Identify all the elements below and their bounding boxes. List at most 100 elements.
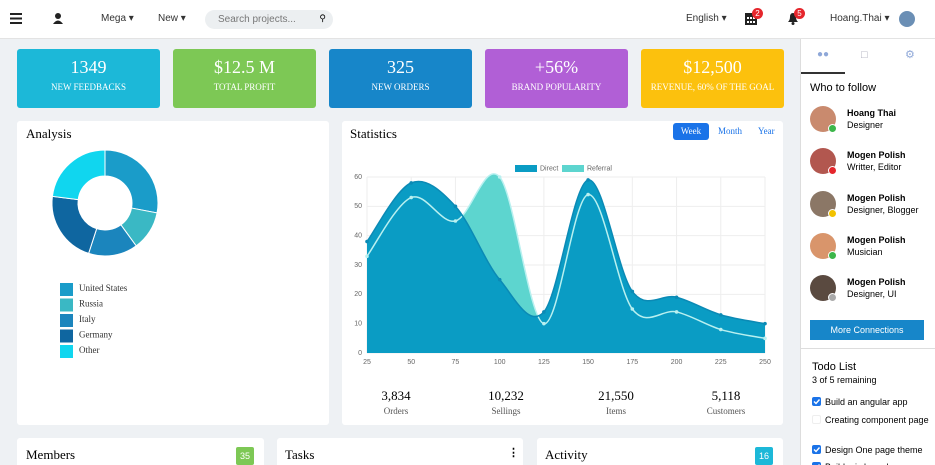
- card-title: Members: [26, 447, 76, 462]
- donut-slice: [104, 149, 159, 214]
- todo-item: Build an angular app: [825, 397, 908, 407]
- stat-label: BRAND POPULARITY: [511, 82, 602, 92]
- summary-label: Customers: [706, 406, 746, 416]
- point: [674, 295, 679, 300]
- nav-item[interactable]: New: [158, 13, 179, 24]
- stat-value: +56%: [534, 57, 579, 77]
- count-badge: 35: [236, 447, 254, 465]
- search-placeholder: Search projects...: [218, 14, 296, 25]
- legend-swatch: [60, 345, 73, 358]
- card-title: Analysis: [26, 126, 72, 141]
- line: [366, 173, 766, 340]
- badge: 5: [794, 8, 805, 19]
- badge: 2: [752, 8, 763, 19]
- tab-year[interactable]: Year: [758, 126, 775, 136]
- person-role: Designer: [847, 120, 884, 130]
- donut-slice: [51, 195, 98, 255]
- todo-item: Creating component page: [825, 414, 929, 425]
- status-dot: [828, 124, 837, 133]
- more-icon[interactable]: ⋮: [508, 447, 519, 459]
- summary-label: Orders: [383, 406, 409, 416]
- search-box[interactable]: Search projects... ⚲: [205, 10, 333, 29]
- tab-people[interactable]: ●●: [817, 49, 830, 60]
- summary-label: Items: [606, 406, 626, 416]
- user-menu[interactable]: Hoang.Thai ▾: [830, 13, 890, 24]
- card-title: Activity: [545, 447, 588, 462]
- checkbox[interactable]: [812, 414, 821, 424]
- legend-swatch: [515, 165, 537, 172]
- language[interactable]: English ▾: [686, 13, 727, 24]
- point: [453, 219, 458, 223]
- checkbox[interactable]: [812, 462, 821, 465]
- person-name: Mogen Polish: [847, 277, 906, 288]
- stat-card: 325 NEW ORDERS: [329, 49, 472, 108]
- person-role: Musician: [847, 246, 883, 257]
- todo-item: Design One page theme: [825, 444, 923, 455]
- card-title: Tasks: [285, 447, 315, 462]
- summary-value: 5,118: [711, 388, 741, 403]
- point: [630, 289, 635, 294]
- status-dot: [828, 208, 837, 218]
- tasks-card: Tasks ⋮: [277, 438, 523, 465]
- checkbox[interactable]: [812, 397, 821, 406]
- point: [586, 192, 590, 197]
- tab-indicator: [801, 72, 845, 74]
- stat-card: 1349 NEW FEEDBACKS: [17, 49, 160, 108]
- x-tick-label: 125: [538, 359, 550, 366]
- x-tick-label: 100: [494, 359, 506, 366]
- person-name: Mogen Polish: [847, 234, 906, 245]
- person-name: Mogen Polish: [847, 192, 906, 203]
- x-tick-label: 200: [671, 359, 683, 366]
- line: [366, 179, 766, 325]
- x-tick-label: 250: [759, 359, 771, 366]
- point: [718, 327, 723, 332]
- nav-menu[interactable]: New ▾: [158, 13, 186, 24]
- activity-card: Activity 16: [537, 438, 783, 465]
- user-name: Hoang.Thai: [830, 13, 882, 24]
- point: [497, 277, 502, 282]
- area: [367, 179, 765, 353]
- point: [718, 313, 723, 317]
- stat-label: TOTAL PROFIT: [213, 82, 276, 92]
- user-avatar[interactable]: [899, 11, 915, 27]
- count-badge: 16: [755, 447, 773, 465]
- stat-label: NEW ORDERS: [371, 82, 430, 92]
- todo-subtitle: 3 of 5 remaining: [812, 375, 877, 385]
- point: [630, 307, 635, 311]
- legend-swatch: [60, 283, 73, 296]
- point: [365, 254, 369, 258]
- legend-swatch: [60, 329, 73, 343]
- x-tick-label: 50: [407, 359, 415, 366]
- summary-value: 21,550: [598, 388, 634, 403]
- tab-chat[interactable]: □: [861, 49, 868, 61]
- point: [674, 310, 679, 314]
- legend-label: Referral: [587, 165, 612, 172]
- tab-month[interactable]: Month: [718, 126, 743, 136]
- user-icon[interactable]: [53, 13, 63, 24]
- todo-title: Todo List: [812, 361, 857, 373]
- person-role: Writter, Editor: [847, 162, 902, 173]
- stat-card: +56% BRAND POPULARITY: [485, 49, 628, 108]
- person-role: Designer, UI: [847, 289, 897, 300]
- stat-value: $12.5 M: [213, 57, 275, 77]
- y-tick-label: 30: [354, 262, 362, 269]
- person-name: Mogen Polish: [847, 150, 906, 161]
- members-card: Members 35: [17, 438, 264, 465]
- menu-icon[interactable]: [10, 13, 22, 24]
- legend-label: Direct: [540, 165, 558, 172]
- stat-label: NEW FEEDBACKS: [50, 82, 127, 92]
- more-button[interactable]: More Connections: [810, 320, 924, 340]
- search-icon[interactable]: ⚲: [319, 13, 326, 23]
- point: [586, 178, 590, 182]
- point: [409, 195, 414, 200]
- tab-settings[interactable]: ⚙: [905, 49, 915, 61]
- nav-item[interactable]: Mega: [101, 13, 127, 24]
- point: [763, 321, 767, 326]
- point: [497, 175, 502, 179]
- y-tick-label: 50: [354, 203, 362, 210]
- tab-week[interactable]: Week: [673, 123, 709, 140]
- legend-label: Other: [79, 345, 100, 355]
- nav-menu[interactable]: Mega ▾: [101, 13, 134, 24]
- checkbox[interactable]: [812, 444, 821, 454]
